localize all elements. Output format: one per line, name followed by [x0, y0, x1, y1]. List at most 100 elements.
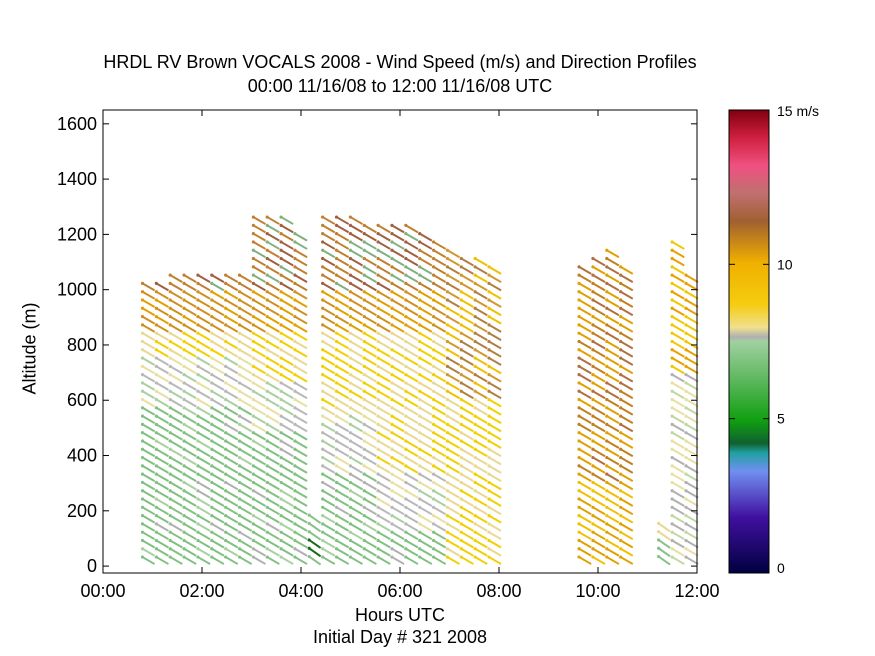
wind-barb-head — [348, 331, 352, 335]
wind-barb-head — [487, 555, 491, 559]
wind-barb-head — [431, 447, 436, 451]
wind-barb — [183, 514, 197, 524]
wind-barb — [419, 357, 433, 366]
wind-barb-head — [196, 513, 200, 518]
wind-barb — [266, 464, 280, 474]
wind-barb-head — [251, 439, 255, 443]
wind-barb-head — [182, 298, 186, 302]
wind-barb — [280, 232, 294, 242]
wind-barb — [671, 290, 685, 300]
wind-barb — [446, 431, 461, 441]
wind-barb — [446, 332, 461, 342]
wind-barb — [474, 390, 488, 400]
wind-barb — [592, 523, 606, 532]
wind-barb — [592, 506, 606, 516]
wind-barb-head — [619, 406, 623, 410]
wind-barb — [225, 415, 239, 424]
wind-barb — [433, 556, 447, 565]
wind-barb — [252, 498, 266, 507]
wind-barb-head — [168, 513, 172, 518]
wind-barb — [141, 556, 156, 565]
wind-barb — [606, 473, 620, 483]
wind-barb — [671, 282, 685, 292]
wind-barb-head — [265, 406, 269, 410]
wind-barb — [685, 332, 699, 342]
wind-barb-head — [577, 381, 581, 385]
wind-barb-head — [279, 223, 283, 227]
wind-barb — [377, 241, 391, 250]
wind-barb-head — [140, 314, 145, 319]
wind-barb-head — [473, 555, 477, 559]
wind-barb-head — [362, 273, 366, 277]
wind-barb — [592, 473, 606, 483]
wind-barb — [155, 290, 169, 300]
wind-barb-head — [321, 356, 325, 360]
wind-barb-head — [348, 240, 352, 244]
wind-barb-head — [418, 273, 422, 277]
wind-barb-head — [168, 348, 172, 352]
wind-barb-head — [376, 373, 380, 377]
wind-barb-head — [168, 323, 172, 327]
wind-barb — [280, 464, 294, 474]
wind-barb — [280, 498, 294, 507]
wind-barb-head — [210, 414, 214, 418]
x-tick-label: 00:00 — [80, 581, 125, 601]
wind-barb-head — [362, 555, 366, 559]
wind-barb-head — [390, 547, 394, 551]
wind-barb-head — [140, 522, 145, 526]
wind-barb-head — [445, 356, 449, 360]
wind-barb-head — [168, 472, 172, 476]
wind-barb — [155, 324, 169, 333]
wind-barb — [238, 307, 253, 317]
wind-barb-head — [605, 513, 609, 518]
wind-barb-head — [670, 240, 674, 244]
wind-barb — [155, 440, 169, 449]
wind-barb-head — [390, 389, 394, 393]
wind-barb — [349, 249, 364, 259]
wind-barb-head — [459, 314, 463, 319]
wind-barb-head — [591, 339, 595, 344]
wind-barb — [169, 523, 183, 532]
wind-barb-head — [196, 472, 200, 476]
wind-barb-head — [279, 464, 283, 468]
wind-barb-head — [431, 240, 436, 244]
wind-barb-head — [619, 339, 623, 344]
wind-barb-head — [670, 290, 674, 294]
wind-barb — [238, 448, 253, 458]
wind-barb — [671, 241, 685, 250]
y-tick-label: 1600 — [57, 114, 97, 134]
wind-barb-head — [459, 356, 463, 360]
wind-barb-head — [684, 314, 688, 319]
wind-barb — [433, 274, 447, 283]
wind-barb-head — [140, 323, 145, 327]
wind-barb — [266, 406, 280, 416]
wind-barb — [671, 464, 685, 474]
wind-barb-head — [334, 497, 339, 501]
wind-barb — [169, 307, 183, 317]
wind-barb-head — [251, 306, 255, 310]
wind-barb — [419, 415, 433, 424]
wind-barb-head — [321, 248, 325, 252]
wind-barb — [592, 382, 606, 391]
wind-barb-head — [348, 455, 352, 460]
colorbar-tick-label: 10 — [777, 256, 793, 272]
wind-barb — [405, 415, 419, 424]
wind-barb — [488, 307, 502, 317]
wind-barb-head — [168, 373, 172, 377]
wind-barb-head — [445, 265, 449, 269]
wind-barb-head — [321, 406, 325, 410]
wind-barb — [391, 357, 405, 366]
wind-barb — [433, 506, 447, 516]
wind-barb — [685, 440, 699, 449]
wind-barb — [252, 556, 266, 565]
wind-barb-head — [431, 364, 436, 368]
wind-barb-head — [334, 348, 339, 352]
wind-barb — [620, 324, 634, 333]
wind-barb-head — [182, 555, 186, 559]
wind-barb — [197, 382, 211, 391]
wind-barb — [349, 514, 364, 524]
wind-barb-head — [362, 389, 366, 393]
wind-barb-head — [251, 232, 255, 236]
wind-barb — [405, 398, 419, 408]
wind-barb-head — [656, 546, 661, 550]
